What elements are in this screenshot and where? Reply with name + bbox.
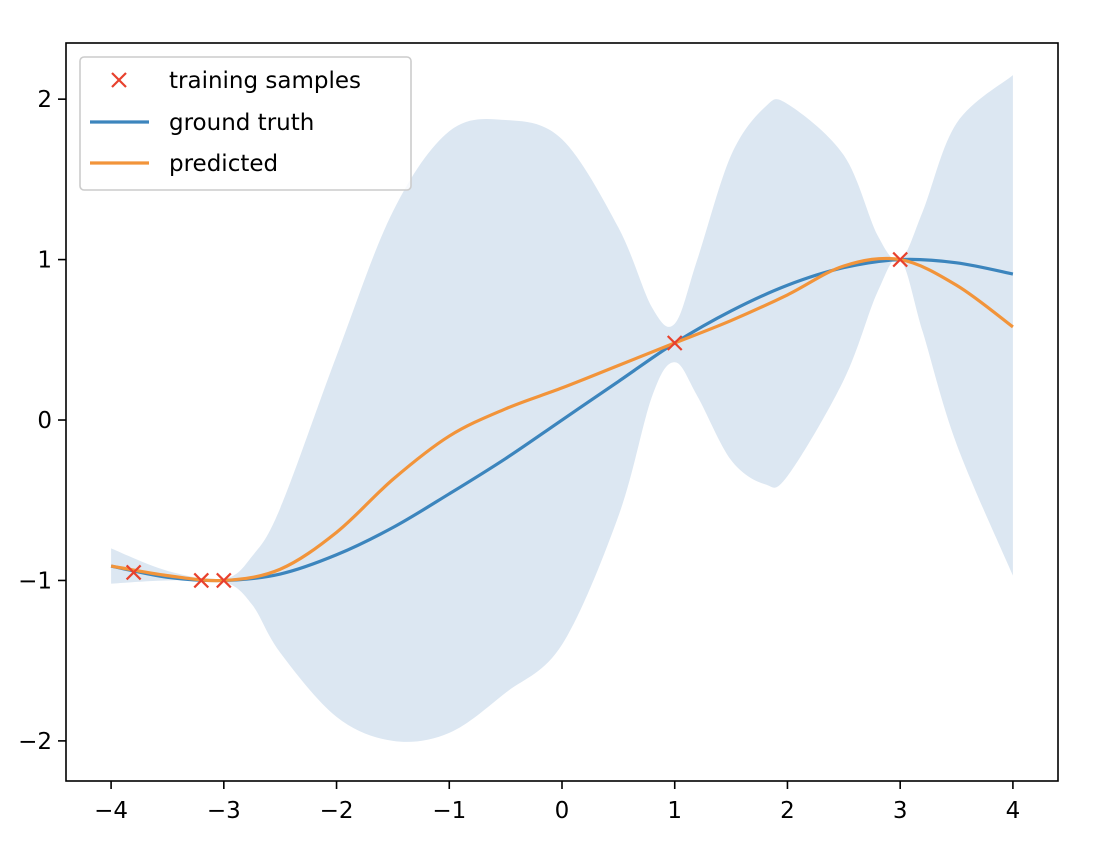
axis-ticks: −4 −3 −2 −1 0 1 2 3 4 −2 −1 0 1 2	[18, 87, 1020, 824]
x-tick-label: 3	[893, 798, 908, 824]
y-tick-label: 1	[37, 248, 52, 274]
training-sample-marker	[666, 335, 683, 351]
legend: training samples ground truth predicted	[79, 56, 412, 191]
legend-label: predicted	[169, 151, 278, 177]
x-tick-label: −1	[432, 798, 466, 824]
legend-box	[79, 56, 412, 191]
legend-label: ground truth	[169, 110, 314, 136]
training-sample-marker	[125, 564, 142, 581]
x-tick-label: −4	[94, 798, 128, 824]
x-tick-label: 2	[780, 798, 795, 824]
legend-training-marker	[111, 72, 127, 88]
training-sample-marker	[892, 251, 908, 268]
y-tick-label: −1	[18, 568, 52, 594]
plot-area	[110, 75, 1014, 742]
y-tick-label: 2	[37, 87, 52, 113]
x-tick-label: −2	[320, 798, 354, 824]
x-tick-label: 4	[1006, 798, 1021, 824]
training-sample-marker	[216, 572, 232, 589]
ground-truth-line	[110, 257, 1014, 583]
predicted-line	[110, 256, 1014, 583]
training-sample-marker	[193, 572, 210, 589]
legend-label: training samples	[169, 68, 361, 94]
y-tick-label: −2	[18, 729, 52, 755]
x-tick-label: 0	[555, 798, 570, 824]
x-tick-label: 1	[667, 798, 682, 824]
y-tick-label: 0	[37, 408, 52, 434]
uncertainty-band	[111, 75, 1013, 742]
x-tick-label: −3	[207, 798, 241, 824]
